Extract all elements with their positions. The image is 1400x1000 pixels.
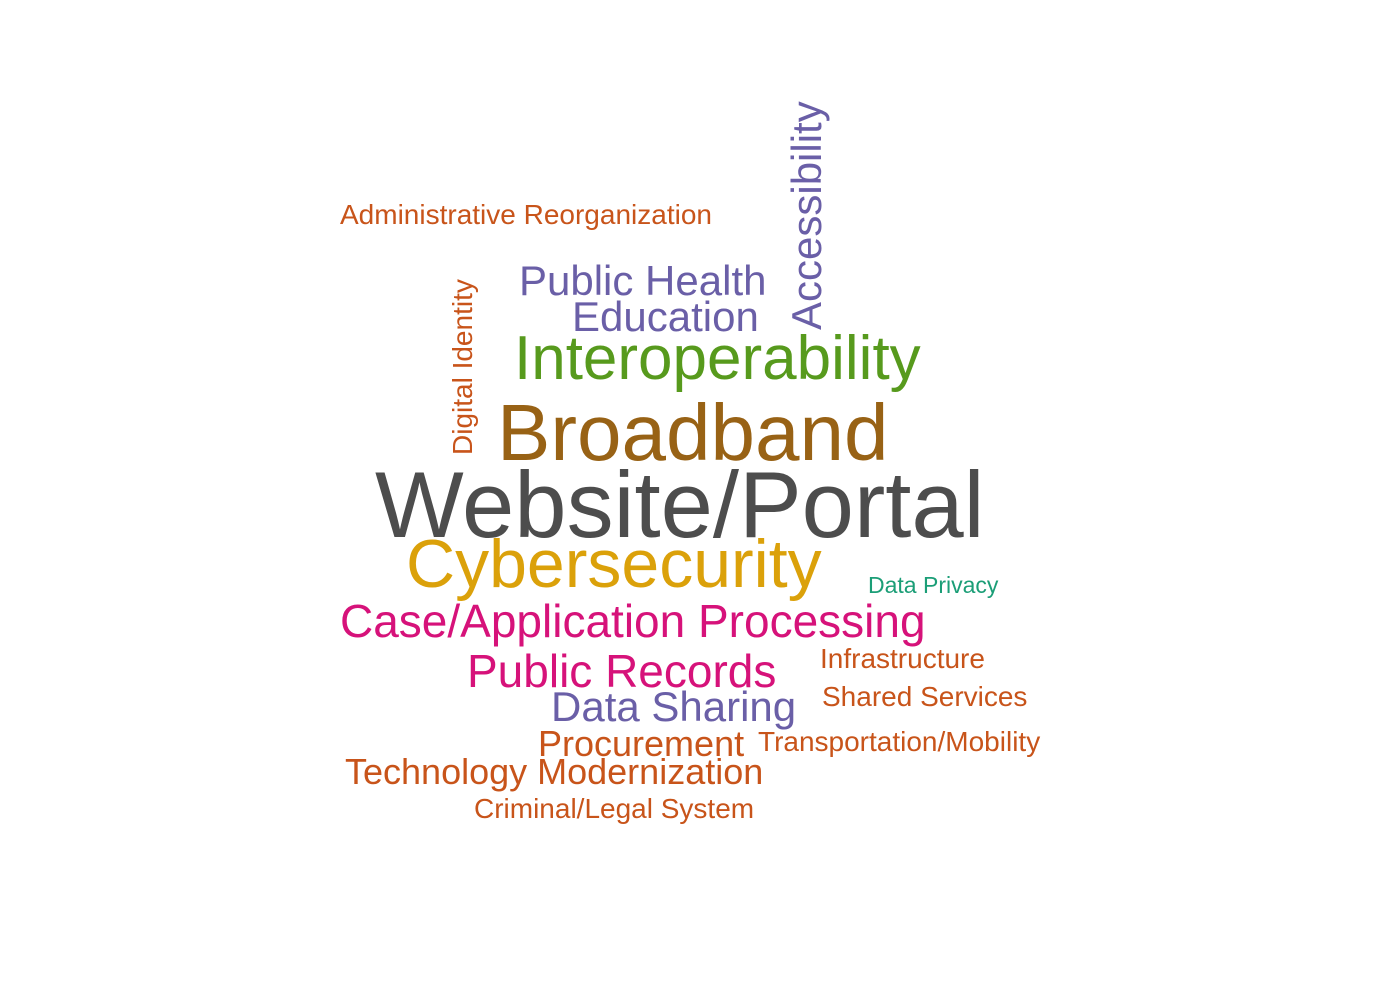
word-accessibility: Accessibility xyxy=(783,101,830,330)
word-cybersecurity: Cybersecurity xyxy=(406,526,822,602)
word-education: Education xyxy=(572,293,759,340)
word-public-records: Public Records xyxy=(467,645,777,697)
word-public-health: Public Health xyxy=(519,257,767,304)
word-digital-identity: Digital Identity xyxy=(447,279,478,455)
word-broadband: Broadband xyxy=(497,388,889,477)
word-interoperability: Interoperability xyxy=(514,324,921,393)
word-data-sharing: Data Sharing xyxy=(551,683,797,730)
word-procurement: Procurement xyxy=(538,723,745,764)
word-shared-services: Shared Services xyxy=(822,681,1028,712)
word-data-privacy: Data Privacy xyxy=(868,572,999,598)
word-criminal-legal-system: Criminal/Legal System xyxy=(474,793,755,824)
word-website-portal: Website/Portal xyxy=(375,452,985,557)
word-administrative-reorganization: Administrative Reorganization xyxy=(340,199,712,230)
word-technology-modernization: Technology Modernization xyxy=(345,751,764,792)
word-infrastructure: Infrastructure xyxy=(820,643,985,674)
word-transportation-mobility: Transportation/Mobility xyxy=(758,726,1041,757)
word-case-application-processing: Case/Application Processing xyxy=(340,595,926,647)
